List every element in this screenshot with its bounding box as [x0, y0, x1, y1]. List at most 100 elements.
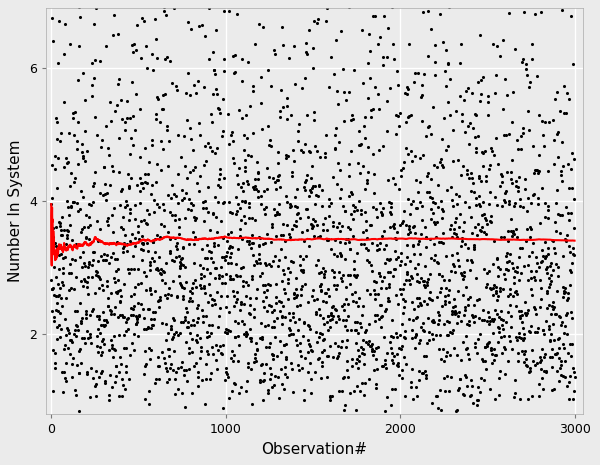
Point	[230, 380, 240, 387]
Point	[358, 312, 367, 319]
Point	[484, 314, 493, 321]
Point	[154, 253, 163, 260]
Point	[179, 243, 188, 251]
Point	[274, 297, 283, 305]
Point	[373, 213, 382, 221]
Point	[473, 396, 482, 404]
Point	[305, 186, 314, 194]
Point	[439, 229, 448, 236]
Point	[330, 306, 340, 313]
Point	[268, 324, 277, 331]
Point	[376, 301, 385, 309]
Point	[415, 178, 425, 186]
Point	[425, 336, 434, 343]
Point	[483, 111, 493, 118]
Point	[516, 145, 526, 152]
Point	[65, 182, 75, 190]
Point	[370, 311, 380, 319]
Point	[415, 154, 425, 162]
Point	[228, 52, 238, 60]
Point	[143, 305, 153, 312]
Point	[313, 257, 322, 264]
Point	[146, 324, 155, 332]
Point	[423, 52, 433, 60]
Point	[308, 347, 317, 354]
Point	[250, 350, 260, 358]
Point	[326, 312, 335, 319]
Point	[362, 176, 371, 184]
Point	[331, 144, 340, 152]
Point	[289, 290, 299, 297]
Point	[52, 118, 62, 126]
Point	[389, 55, 398, 63]
Point	[419, 277, 429, 285]
Point	[232, 288, 241, 295]
Point	[379, 273, 389, 281]
Point	[555, 211, 565, 219]
Point	[518, 125, 527, 132]
Point	[519, 8, 529, 15]
Point	[46, 200, 56, 208]
Point	[468, 179, 478, 186]
Point	[417, 369, 427, 376]
Point	[192, 332, 202, 339]
Point	[457, 172, 466, 179]
Point	[198, 198, 208, 206]
Point	[522, 207, 532, 214]
Point	[354, 198, 364, 205]
Point	[494, 323, 503, 330]
Point	[510, 389, 520, 396]
Point	[259, 304, 269, 311]
Point	[393, 363, 403, 370]
Point	[105, 181, 115, 189]
Point	[308, 215, 318, 223]
Point	[260, 205, 269, 213]
Point	[307, 163, 317, 170]
Point	[310, 142, 320, 150]
Point	[338, 272, 348, 279]
Point	[353, 272, 362, 279]
Point	[169, 4, 179, 11]
Point	[178, 186, 187, 193]
Point	[215, 271, 224, 279]
Point	[352, 359, 361, 367]
Point	[210, 70, 220, 78]
Point	[184, 365, 194, 373]
Point	[113, 265, 122, 272]
Point	[54, 265, 64, 272]
Point	[350, 208, 359, 215]
Point	[218, 341, 227, 349]
Point	[143, 170, 152, 177]
Point	[424, 275, 433, 283]
Point	[407, 335, 416, 342]
Point	[333, 100, 343, 107]
Point	[94, 273, 103, 281]
Point	[395, 285, 404, 292]
Point	[296, 147, 305, 154]
Point	[488, 260, 497, 267]
Point	[96, 321, 106, 329]
Point	[340, 401, 350, 409]
Point	[50, 166, 60, 173]
Point	[213, 198, 223, 206]
Point	[59, 368, 69, 375]
Point	[373, 344, 383, 351]
Point	[273, 159, 283, 166]
Point	[450, 308, 460, 315]
Point	[167, 181, 177, 188]
Point	[353, 346, 363, 353]
Point	[343, 312, 353, 319]
Point	[537, 257, 547, 264]
Point	[462, 345, 472, 352]
Point	[304, 147, 314, 155]
Point	[117, 185, 127, 193]
Point	[441, 285, 451, 292]
Point	[346, 188, 356, 196]
Point	[92, 312, 102, 319]
Point	[209, 239, 218, 246]
Point	[257, 200, 266, 207]
Point	[282, 94, 292, 101]
Point	[223, 329, 232, 337]
Point	[214, 181, 223, 188]
Point	[188, 146, 197, 154]
